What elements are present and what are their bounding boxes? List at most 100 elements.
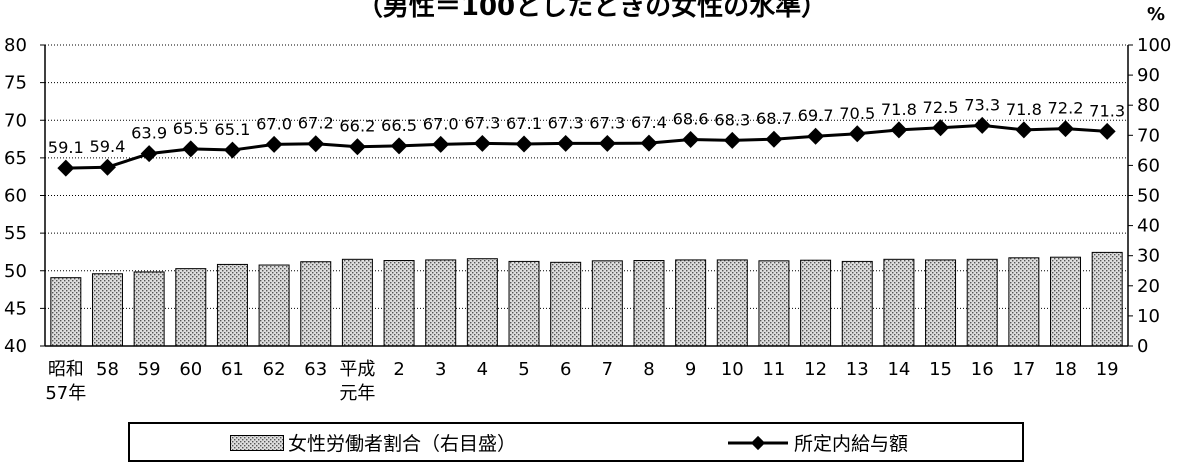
left-tick-label: 70	[4, 110, 27, 131]
legend-line-swatch	[728, 435, 788, 450]
legend-item-line: 所定内給与額	[726, 429, 908, 456]
data-label: 71.3	[1089, 101, 1125, 120]
right-tick-label: 10	[1137, 306, 1160, 327]
category-label: 8	[643, 359, 654, 380]
data-label: 72.5	[923, 98, 959, 117]
left-tick-label: 80	[4, 35, 27, 56]
data-label: 67.3	[589, 113, 625, 132]
bar	[758, 260, 790, 347]
line-point	[473, 134, 491, 152]
right-tick-label: 90	[1137, 65, 1160, 86]
category-label: 19	[1096, 359, 1119, 380]
category-label: 14	[887, 359, 910, 380]
data-label: 69.7	[798, 106, 834, 125]
bar	[633, 260, 665, 347]
right-tick-label: 100	[1137, 35, 1171, 56]
line-point	[140, 145, 158, 163]
category-label: 6	[560, 359, 571, 380]
category-label: 18	[1054, 359, 1077, 380]
bar	[300, 261, 332, 347]
line-point	[890, 121, 908, 139]
category-label: 元年	[339, 383, 375, 404]
right-tick-label: 40	[1137, 216, 1160, 237]
bar	[216, 263, 248, 347]
chart-title: （男性＝100としたときの女性の水準）	[356, 0, 828, 22]
line-point	[1098, 122, 1116, 140]
left-tick-label: 75	[4, 73, 27, 94]
category-label: 昭和	[48, 359, 84, 380]
category-label: 7	[602, 359, 613, 380]
bar	[800, 259, 832, 347]
right-tick-label: 0	[1137, 336, 1148, 357]
data-label: 65.5	[173, 119, 209, 138]
right-tick-label: 60	[1137, 155, 1160, 176]
category-label: 3	[435, 359, 446, 380]
bar	[50, 277, 82, 347]
bar	[341, 258, 373, 347]
category-label: 10	[721, 359, 744, 380]
line-point	[723, 131, 741, 149]
data-label: 67.1	[506, 114, 542, 133]
data-label: 67.0	[423, 114, 459, 133]
bar	[466, 258, 498, 347]
bar	[841, 260, 873, 347]
data-label: 73.3	[964, 95, 1000, 114]
category-label: 12	[804, 359, 827, 380]
category-label: 4	[477, 359, 488, 380]
bar	[1091, 251, 1123, 347]
data-labels: 59.1 59.4 63.9 65.5 65.1 67.0 67.2 66.2 66.5 67.0…	[48, 95, 1125, 157]
line-point	[57, 159, 75, 177]
line-point	[848, 125, 866, 143]
bar	[716, 259, 748, 347]
bar	[675, 259, 707, 347]
line-point	[765, 130, 783, 148]
line-point	[98, 158, 116, 176]
data-label: 67.3	[548, 113, 584, 132]
bar	[91, 273, 123, 347]
bar-series	[50, 251, 1123, 347]
category-label: 5	[518, 359, 529, 380]
bar	[966, 258, 998, 347]
data-label: 71.8	[881, 100, 917, 119]
bar	[1050, 256, 1082, 347]
legend-line-label: 所定内給与額	[794, 433, 909, 455]
data-label: 71.8	[1006, 100, 1042, 119]
legend-bar-swatch	[230, 434, 284, 451]
right-tick-label: 70	[1137, 125, 1160, 146]
bar	[425, 259, 457, 347]
category-label: 57年	[45, 383, 86, 404]
tick-labels: 4045505560657075800102030405060708090100…	[4, 35, 1171, 404]
right-tick-label: 50	[1137, 186, 1160, 207]
line-point	[1015, 121, 1033, 139]
bar	[258, 264, 290, 347]
line-point	[598, 134, 616, 152]
chart: 59.1 59.4 63.9 65.5 65.1 67.0 67.2 66.2 66.5 67.0…	[4, 35, 1171, 404]
line-point	[557, 134, 575, 152]
bar	[175, 268, 207, 347]
category-label: 58	[96, 359, 119, 380]
bar	[1008, 257, 1040, 347]
left-tick-label: 50	[4, 261, 27, 282]
bar	[883, 258, 915, 347]
right-tick-label: 30	[1137, 246, 1160, 267]
left-tick-label: 45	[4, 298, 27, 319]
bar	[591, 260, 623, 347]
line-point	[807, 127, 825, 145]
data-label: 59.1	[48, 138, 84, 157]
category-label: 15	[929, 359, 952, 380]
category-label: 16	[971, 359, 994, 380]
category-label: 60	[179, 359, 202, 380]
unit-label: %	[1147, 4, 1166, 25]
data-label: 68.3	[714, 110, 750, 129]
left-tick-label: 60	[4, 186, 27, 207]
category-label: 62	[263, 359, 286, 380]
left-tick-label: 55	[4, 223, 27, 244]
legend-item-bars: 女性労働者割合（右目盛）	[230, 429, 516, 456]
line-point	[348, 138, 366, 156]
category-label: 9	[685, 359, 696, 380]
line-point	[307, 135, 325, 153]
line-point	[682, 131, 700, 148]
right-tick-label: 20	[1137, 276, 1160, 297]
bar	[133, 271, 165, 347]
category-label: 63	[304, 359, 327, 380]
